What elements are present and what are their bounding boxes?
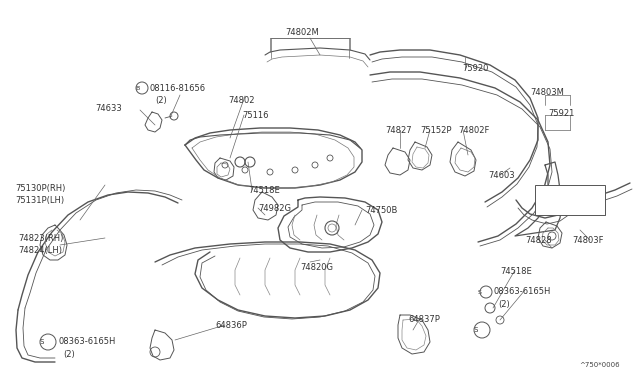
Text: 74802M: 74802M bbox=[285, 28, 319, 36]
Text: ^750*0006: ^750*0006 bbox=[579, 362, 620, 368]
Text: 74823(RH): 74823(RH) bbox=[18, 234, 63, 243]
Text: 75131P(LH): 75131P(LH) bbox=[15, 196, 64, 205]
Text: S: S bbox=[478, 289, 482, 295]
Text: 74603: 74603 bbox=[488, 170, 515, 180]
Text: 74824(LH): 74824(LH) bbox=[18, 246, 62, 254]
Text: 08363-6165H: 08363-6165H bbox=[494, 288, 552, 296]
Text: S: S bbox=[40, 339, 44, 345]
Text: 74750B: 74750B bbox=[365, 205, 397, 215]
Text: 74828: 74828 bbox=[525, 235, 552, 244]
Text: 74802F: 74802F bbox=[458, 125, 490, 135]
Text: 75152P: 75152P bbox=[420, 125, 451, 135]
Text: 08363-6165H: 08363-6165H bbox=[58, 337, 115, 346]
Text: 74820G: 74820G bbox=[300, 263, 333, 273]
Text: 64837P: 64837P bbox=[408, 315, 440, 324]
Text: 74633: 74633 bbox=[95, 103, 122, 112]
Text: 64836P: 64836P bbox=[215, 321, 247, 330]
Text: 75921: 75921 bbox=[548, 109, 574, 118]
Text: 74802: 74802 bbox=[228, 96, 255, 105]
Text: (2): (2) bbox=[155, 96, 167, 105]
Text: 74803F: 74803F bbox=[572, 235, 604, 244]
Text: B: B bbox=[136, 86, 140, 90]
Text: S: S bbox=[474, 327, 478, 333]
Text: 08116-81656: 08116-81656 bbox=[150, 83, 206, 93]
Text: 75130P(RH): 75130P(RH) bbox=[15, 183, 65, 192]
Text: 75153P: 75153P bbox=[542, 196, 573, 205]
Text: 74827: 74827 bbox=[385, 125, 412, 135]
Text: 75920: 75920 bbox=[462, 64, 488, 73]
Text: 74518E: 74518E bbox=[500, 267, 532, 276]
Text: 75116: 75116 bbox=[242, 110, 269, 119]
FancyBboxPatch shape bbox=[535, 185, 605, 215]
Text: (2): (2) bbox=[63, 350, 75, 359]
Text: (2): (2) bbox=[498, 301, 509, 310]
Text: 74803M: 74803M bbox=[530, 87, 564, 96]
Text: 74518E: 74518E bbox=[248, 186, 280, 195]
Text: 74982G: 74982G bbox=[258, 203, 291, 212]
